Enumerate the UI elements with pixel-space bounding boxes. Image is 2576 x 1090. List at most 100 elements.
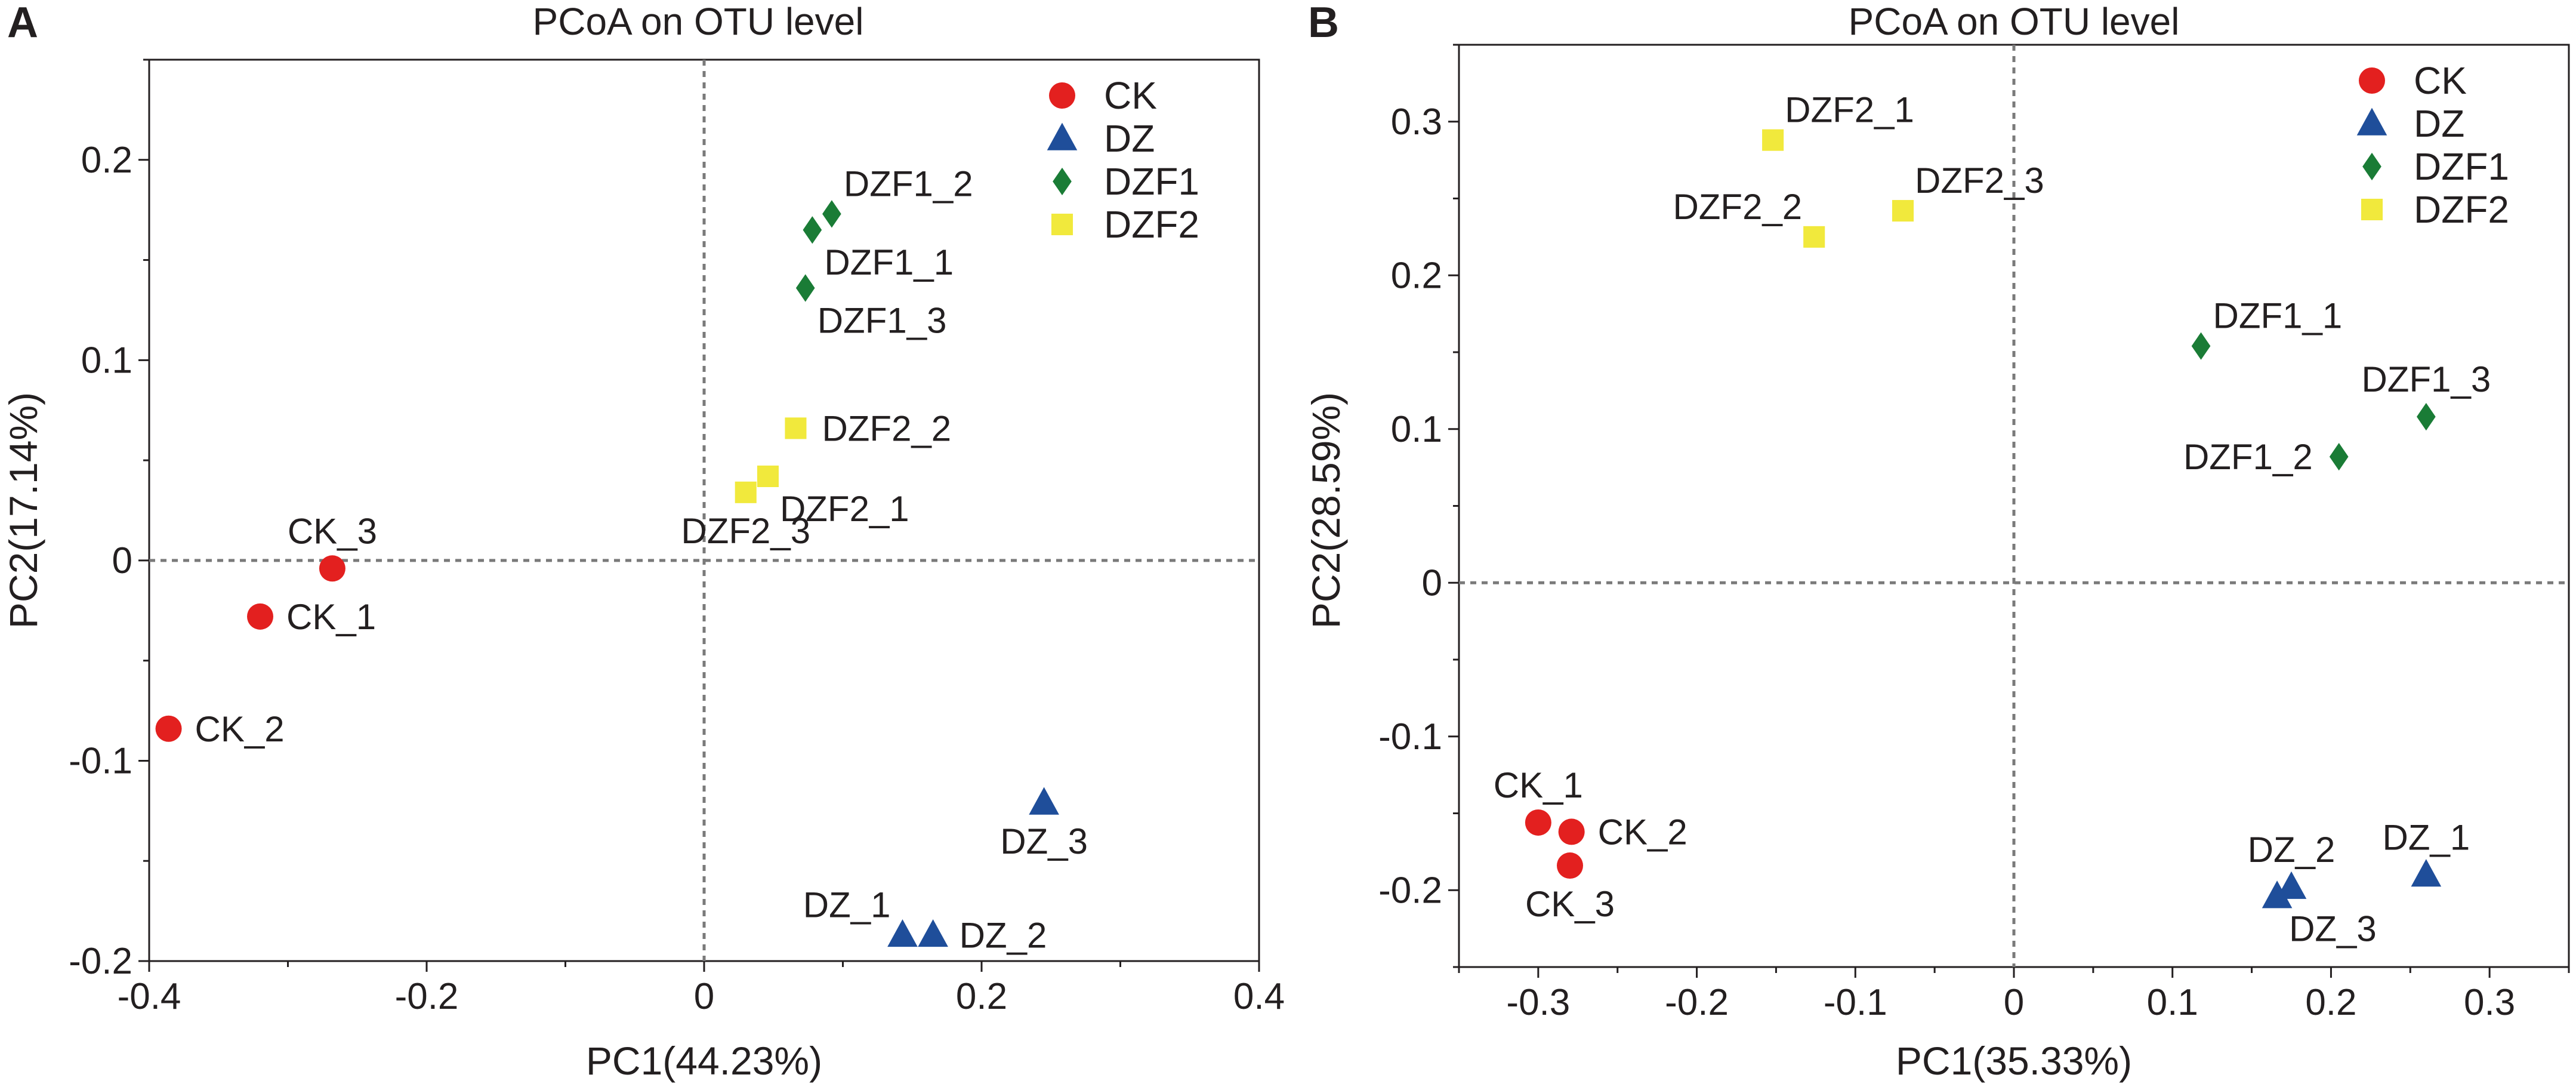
y-tick-label: -0.2 bbox=[69, 941, 132, 982]
x-tick-label: 0.4 bbox=[1233, 976, 1285, 1017]
legend-dz-marker bbox=[1047, 122, 1078, 150]
point-dzf1-2 bbox=[2329, 443, 2349, 471]
point-label: DZF2_2 bbox=[822, 408, 951, 448]
point-dz-3 bbox=[2262, 880, 2293, 909]
point-dzf2-3 bbox=[735, 481, 757, 503]
legend-ck-marker bbox=[2359, 67, 2385, 94]
point-dzf1-1 bbox=[2191, 332, 2211, 360]
point-label: DZF2_3 bbox=[1915, 161, 2044, 201]
y-tick-label: 0.2 bbox=[1391, 255, 1442, 296]
legend-dz-marker bbox=[2356, 107, 2387, 136]
point-label: DZF2_1 bbox=[780, 489, 909, 529]
y-tick-label: -0.1 bbox=[69, 740, 132, 781]
point-label: DZF2_1 bbox=[1785, 90, 1914, 130]
point-label: DZF1_2 bbox=[2183, 437, 2313, 477]
point-dzf2-1 bbox=[1762, 129, 1784, 151]
x-tick-label: -0.4 bbox=[118, 976, 181, 1017]
legend-ck-marker bbox=[1049, 82, 1075, 109]
point-label: DZF2_2 bbox=[1673, 187, 1802, 227]
legend-dzf2-marker bbox=[2361, 198, 2383, 221]
x-tick-label: -0.2 bbox=[395, 976, 459, 1017]
point-dzf1-2 bbox=[822, 200, 841, 228]
panel-b: B PCoA on OTU level -0.3 -0.2 -0.1 0 0.1 0.2 0.3… bbox=[1304, 0, 2570, 1083]
chart-title: PCoA on OTU level bbox=[1849, 0, 2180, 43]
point-dz-2 bbox=[2276, 871, 2307, 899]
legend-dzf2-label: DZF2 bbox=[1104, 203, 1199, 246]
point-label: DZF1_3 bbox=[2361, 359, 2491, 399]
point-ck-3 bbox=[319, 555, 345, 582]
x-tick-label: 0 bbox=[2004, 982, 2024, 1023]
panel-a: A PCoA on OTU level-0.4 -0.2 0 0.2 0.4-0.2-0.… bbox=[1, 0, 1285, 1083]
point-dzf1-3 bbox=[2417, 403, 2436, 431]
point-label: DZF1_1 bbox=[824, 242, 954, 282]
x-tick-label: 0.1 bbox=[2147, 982, 2198, 1023]
point-label: DZF1_3 bbox=[817, 301, 947, 341]
y-tick-label: 0 bbox=[112, 540, 132, 581]
point-label: CK_1 bbox=[1494, 765, 1583, 805]
point-dz-3 bbox=[1029, 787, 1059, 815]
y-tick-label: -0.2 bbox=[1378, 870, 1442, 911]
legend-dzf2-marker bbox=[1051, 213, 1073, 236]
x-tick-label: 0.3 bbox=[2464, 982, 2515, 1023]
legend-dzf1-label: DZF1 bbox=[2414, 145, 2509, 188]
point-dz-1 bbox=[887, 919, 918, 947]
point-dz-1 bbox=[2411, 859, 2442, 887]
x-axis-title: PC1(35.33%) bbox=[1896, 1039, 2132, 1083]
y-tick-label: 0.3 bbox=[1391, 101, 1442, 143]
point-label: DZ_3 bbox=[2289, 909, 2377, 949]
legend-dzf2-label: DZF2 bbox=[2414, 188, 2509, 231]
point-ck-1 bbox=[1525, 809, 1551, 836]
x-tick-label: 0.2 bbox=[956, 976, 1007, 1017]
point-dzf2-2 bbox=[785, 417, 807, 439]
point-ck-3 bbox=[1557, 852, 1583, 879]
y-axis-title: PC2(28.59%) bbox=[1304, 392, 1348, 629]
point-label: CK_2 bbox=[1598, 812, 1687, 852]
point-label: DZ_2 bbox=[960, 915, 1047, 955]
point-label: CK_1 bbox=[286, 597, 376, 637]
point-dzf2-1 bbox=[757, 465, 779, 487]
chart-title: PCoA on OTU level bbox=[533, 0, 864, 43]
y-tick-label: -0.1 bbox=[1378, 716, 1442, 758]
legend-dz-label: DZ bbox=[2414, 102, 2464, 145]
point-label: DZ_1 bbox=[2382, 818, 2470, 858]
x-tick-label: 0 bbox=[694, 976, 714, 1017]
point-label: DZ_1 bbox=[803, 885, 891, 925]
point-dzf2-2 bbox=[1803, 226, 1825, 248]
legend-ck-label: CK bbox=[1104, 74, 1157, 117]
point-label: CK_3 bbox=[1525, 884, 1615, 924]
point-label: DZ_2 bbox=[2248, 830, 2336, 870]
x-tick-label: -0.2 bbox=[1665, 982, 1729, 1023]
legend-dzf1-marker bbox=[1053, 167, 1072, 196]
panel-label: B bbox=[1308, 0, 1339, 47]
y-axis-title: PC2(17.14%) bbox=[1, 392, 45, 629]
legend-dz-label: DZ bbox=[1104, 117, 1155, 160]
y-tick-label: 0.1 bbox=[1391, 409, 1442, 450]
point-ck-2 bbox=[155, 715, 182, 742]
point-label: DZ_3 bbox=[1000, 821, 1088, 861]
point-dzf2-3 bbox=[1892, 200, 1914, 222]
point-ck-1 bbox=[247, 603, 273, 630]
point-label: DZF2_3 bbox=[681, 511, 810, 551]
legend-dzf1-marker bbox=[2362, 152, 2381, 181]
point-label: CK_3 bbox=[288, 511, 377, 551]
y-tick-label: 0.1 bbox=[81, 340, 132, 381]
point-dzf1-1 bbox=[803, 216, 822, 244]
point-label: CK_2 bbox=[195, 709, 285, 749]
point-dz-2 bbox=[918, 919, 948, 947]
x-axis-title: PC1(44.23%) bbox=[586, 1039, 822, 1083]
y-tick-label: 0.2 bbox=[81, 140, 132, 181]
y-tick-label: 0 bbox=[1422, 562, 1442, 603]
x-tick-label: 0.2 bbox=[2305, 982, 2356, 1023]
point-ck-2 bbox=[1558, 818, 1585, 845]
legend-dzf1-label: DZF1 bbox=[1104, 160, 1199, 203]
panel-label: A bbox=[7, 0, 38, 47]
point-label: DZF1_2 bbox=[844, 164, 973, 204]
legend-ck-label: CK bbox=[2414, 59, 2467, 102]
x-tick-label: -0.3 bbox=[1506, 982, 1570, 1023]
point-label: DZF1_1 bbox=[2213, 296, 2343, 336]
x-tick-label: -0.1 bbox=[1824, 982, 1887, 1023]
point-dzf1-3 bbox=[795, 274, 815, 302]
